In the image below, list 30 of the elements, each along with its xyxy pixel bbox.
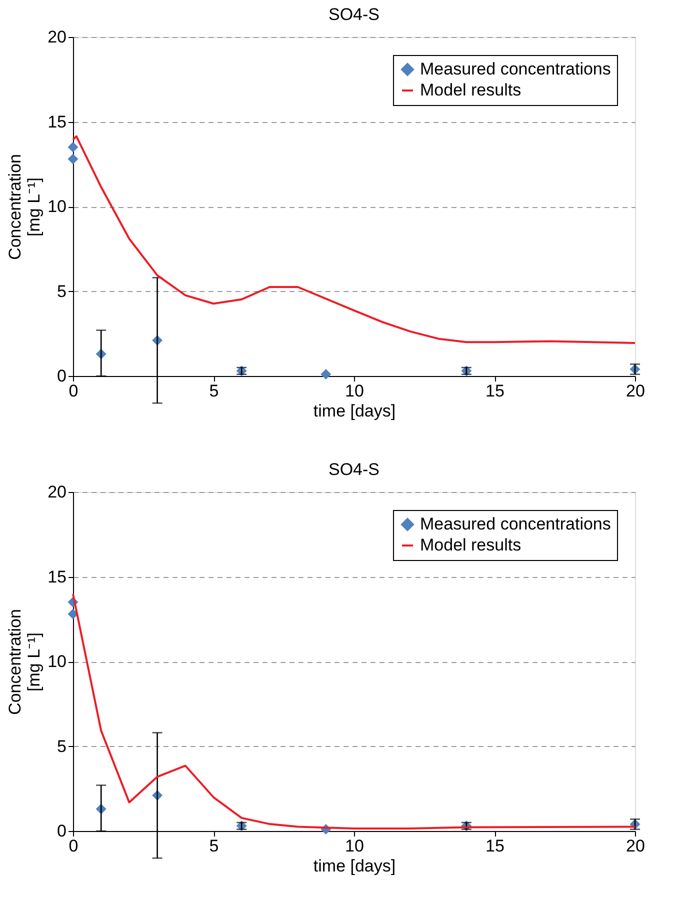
x-tick-label: 0 — [68, 382, 78, 400]
x-tick-label: 5 — [209, 836, 219, 856]
y-tick-label: 5 — [57, 736, 66, 756]
y-tick-label: 0 — [57, 366, 66, 386]
chart-title: SO4-S — [328, 5, 380, 24]
chart-title: SO4-S — [328, 460, 380, 479]
y-axis-title: Concentration [mg L⁻¹] — [6, 609, 44, 715]
legend-label: Measured concentrations — [420, 514, 611, 534]
y-tick-label: 0 — [57, 822, 66, 840]
y-tick-label: 15 — [48, 567, 66, 586]
x-tick-label: 10 — [345, 382, 364, 400]
y-tick-label: 10 — [48, 652, 66, 671]
legend-label: Measured concentrations — [420, 60, 611, 78]
x-tick-label: 15 — [486, 836, 504, 856]
y-tick-label: 15 — [48, 112, 66, 132]
x-tick-label: 15 — [486, 382, 504, 400]
x-tick-label: 0 — [68, 836, 78, 856]
legend-label: Model results — [420, 80, 522, 100]
x-axis-title: time [days] — [313, 402, 396, 420]
x-tick-label: 20 — [626, 836, 645, 856]
y-axis-title: Concentration [mg L⁻¹] — [6, 154, 44, 260]
x-tick-label: 5 — [209, 382, 219, 400]
y-tick-label: 20 — [48, 482, 66, 502]
x-tick-label: 10 — [345, 836, 364, 856]
x-axis-title: time [days] — [313, 856, 396, 876]
y-tick-label: 10 — [48, 197, 66, 216]
y-tick-label: 5 — [57, 282, 66, 301]
x-tick-label: 20 — [626, 382, 645, 400]
legend-label: Model results — [420, 536, 522, 554]
y-tick-label: 20 — [48, 28, 66, 46]
